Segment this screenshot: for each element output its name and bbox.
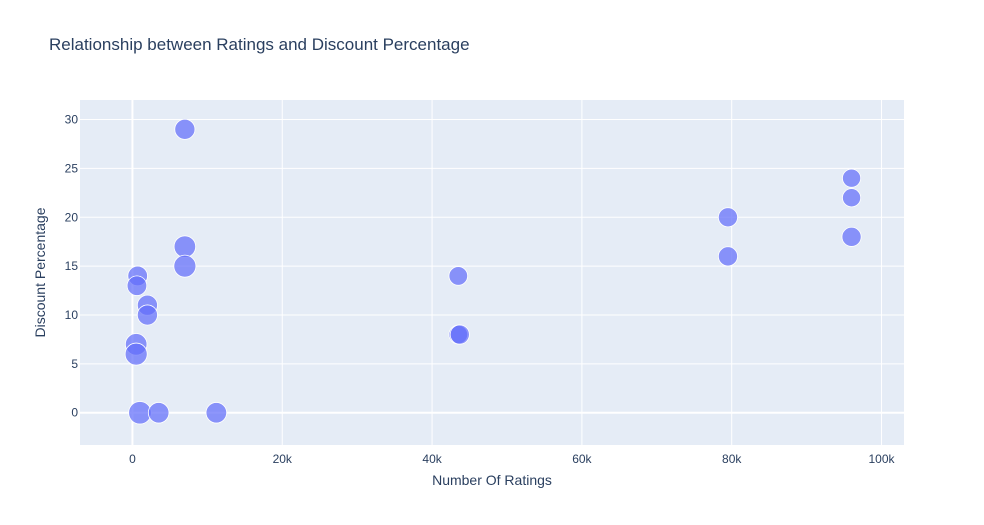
y-tick-label: 0: [71, 406, 78, 420]
data-point[interactable]: [173, 254, 197, 278]
y-tick-label: 10: [65, 308, 79, 322]
x-tick-label: 20k: [273, 452, 293, 466]
x-tick-label: 40k: [422, 452, 442, 466]
data-point[interactable]: [449, 324, 470, 345]
data-point[interactable]: [448, 266, 469, 286]
data-point[interactable]: [126, 275, 148, 296]
data-point[interactable]: [205, 402, 228, 424]
x-axis-label: Number Of Ratings: [432, 472, 552, 488]
data-point[interactable]: [842, 188, 862, 208]
x-tick-label: 80k: [722, 452, 742, 466]
data-point[interactable]: [173, 235, 197, 258]
data-point[interactable]: [128, 401, 152, 425]
data-point[interactable]: [842, 168, 862, 188]
data-points: [124, 118, 862, 425]
data-point[interactable]: [841, 226, 862, 247]
data-point[interactable]: [136, 304, 158, 326]
x-tick-label: 100k: [869, 452, 896, 466]
plot-area: [80, 100, 904, 445]
data-point[interactable]: [174, 118, 196, 140]
data-point[interactable]: [147, 402, 170, 424]
y-tick-label: 5: [71, 357, 78, 371]
y-tick-label: 15: [65, 259, 79, 273]
y-tick-labels: 0 5 10 15 20 25 30: [65, 113, 79, 420]
y-tick-label: 20: [65, 210, 79, 224]
chart-title: Relationship between Ratings and Discoun…: [49, 35, 470, 54]
data-point[interactable]: [717, 246, 738, 267]
y-tick-label: 25: [65, 161, 79, 175]
y-tick-label: 30: [65, 113, 79, 127]
x-tick-labels: 0 20k 40k 60k 80k 100k: [129, 452, 895, 466]
data-point[interactable]: [717, 207, 738, 228]
x-tick-label: 60k: [572, 452, 592, 466]
y-axis-label: Discount Percentage: [32, 207, 48, 337]
data-point[interactable]: [124, 342, 148, 366]
x-tick-label: 0: [129, 452, 136, 466]
